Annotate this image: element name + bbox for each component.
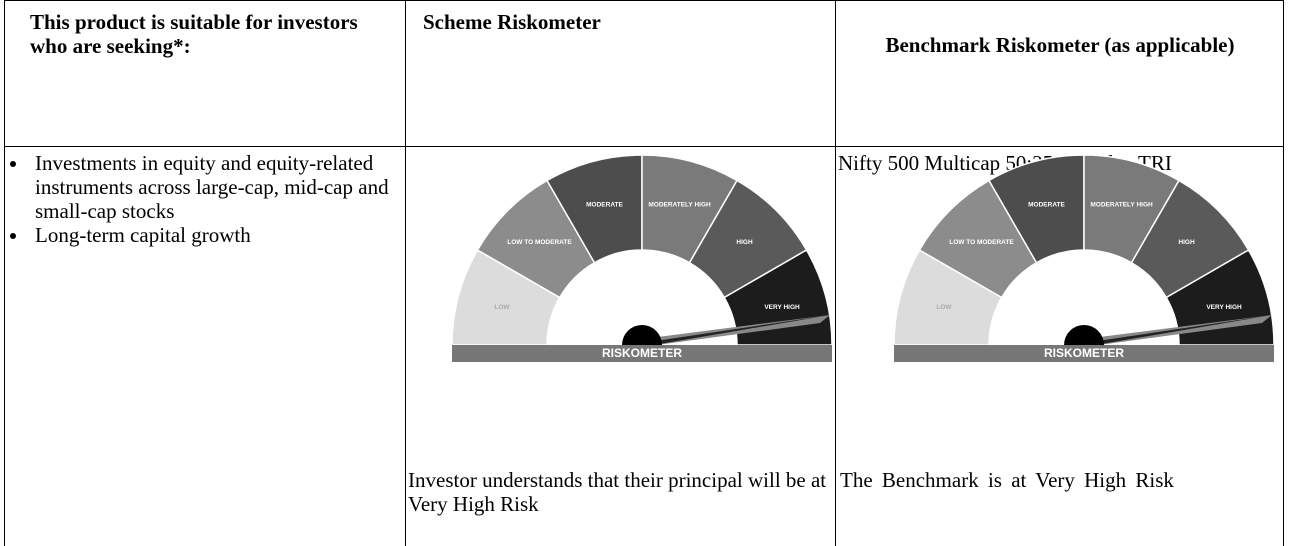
benchmark-caption: The Benchmark is at Very High Risk [840,468,1174,492]
risk-level-label: MODERATE [1028,202,1065,209]
risk-level-label: MODERATELY HIGH [648,202,711,209]
border [835,0,836,546]
needle [1084,315,1272,347]
risk-level-label: LOW [936,304,952,311]
risk-level-label: MODERATELY HIGH [1090,202,1153,209]
risk-level-label: LOW [494,304,510,311]
scheme-caption: Investor understands that their principa… [408,468,827,516]
bullet-item: Investments in equity and equity-related… [29,151,402,223]
risk-level-label: LOW TO MODERATE [507,239,572,246]
border [4,0,5,546]
needle-hub [622,325,662,345]
border [405,0,406,546]
riskometer: LOW LOW TO MODERATE MODERATE MODERATELY HIG… [893,154,1275,362]
border [4,146,1284,147]
header-cell: Scheme Riskometer [423,10,601,34]
border [1283,0,1284,546]
riskometer-bar [452,345,832,362]
riskometer-label: RISKOMETER [602,346,682,360]
needle-hub [1064,325,1104,345]
risk-level-label: VERY HIGH [764,304,800,311]
riskometer-label: RISKOMETER [1044,346,1124,360]
risk-level-label: HIGH [1178,239,1195,246]
header-cell: Benchmark Riskometer (as applicable) [885,33,1235,57]
border [4,0,1284,1]
risk-level-label: MODERATE [586,202,623,209]
riskometer-bar [894,345,1274,362]
risk-level-label: HIGH [736,239,753,246]
suitability-list: Investments in equity and equity-related… [4,151,402,247]
header-cell: This product is suitable for investors w… [30,10,358,58]
needle [642,315,830,347]
risk-level-label: VERY HIGH [1206,304,1242,311]
bullet-item: Long-term capital growth [29,223,402,247]
risk-level-label: LOW TO MODERATE [949,239,1014,246]
riskometer: LOW LOW TO MODERATE MODERATE MODERATELY HIG… [451,154,833,362]
